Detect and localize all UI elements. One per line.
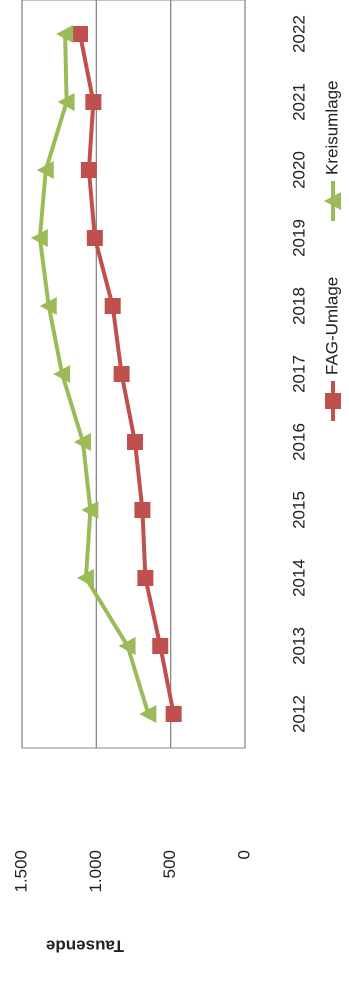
marker bbox=[165, 706, 182, 722]
marker bbox=[137, 570, 154, 586]
marker bbox=[73, 433, 91, 451]
marker bbox=[134, 502, 151, 518]
marker bbox=[57, 93, 75, 111]
x-tick-label: 2020 bbox=[289, 151, 308, 189]
marker bbox=[139, 705, 157, 723]
marker bbox=[76, 569, 94, 587]
legend-marker-shape bbox=[324, 192, 341, 210]
marker bbox=[53, 365, 71, 383]
marker bbox=[71, 26, 88, 42]
marker bbox=[39, 297, 57, 315]
marker bbox=[30, 229, 48, 247]
x-tick-label: 2018 bbox=[289, 287, 308, 325]
marker bbox=[81, 501, 99, 519]
marker bbox=[118, 637, 136, 655]
legend-marker bbox=[325, 393, 341, 409]
x-tick-label: 2019 bbox=[289, 219, 308, 257]
x-tick-label: 2012 bbox=[289, 695, 308, 733]
x-tick-label: 2013 bbox=[289, 627, 308, 665]
y-tick-label: 500 bbox=[160, 850, 179, 878]
rotated-chart: Tausende 0 500 1.000 1.500 2012 2013 2014 2015 2… bbox=[11, 0, 341, 956]
legend-marker bbox=[324, 192, 341, 210]
y-tick-label: 0 bbox=[234, 850, 253, 859]
marker bbox=[152, 638, 169, 654]
legend-label: FAG-Umlage bbox=[322, 277, 341, 375]
marker bbox=[85, 94, 102, 110]
legend-label: Kreisumlage bbox=[322, 81, 341, 176]
marker bbox=[80, 162, 97, 178]
marker bbox=[126, 434, 143, 450]
y-tick-label: 1.500 bbox=[11, 850, 30, 893]
marker bbox=[36, 161, 54, 179]
x-tick-label: 2014 bbox=[289, 559, 308, 597]
marker bbox=[113, 366, 130, 382]
legend-marker-shape bbox=[325, 393, 341, 409]
x-tick-label: 2021 bbox=[289, 83, 308, 121]
marker bbox=[86, 230, 103, 246]
marker bbox=[104, 298, 121, 314]
x-tick-label: 2022 bbox=[289, 15, 308, 53]
x-tick-label: 2016 bbox=[289, 423, 308, 461]
x-tick-label: 2015 bbox=[289, 491, 308, 529]
x-tick-label: 2017 bbox=[289, 355, 308, 393]
marker bbox=[56, 25, 74, 43]
y-axis-label: Tausende bbox=[46, 937, 124, 956]
y-tick-label: 1.000 bbox=[86, 850, 105, 893]
